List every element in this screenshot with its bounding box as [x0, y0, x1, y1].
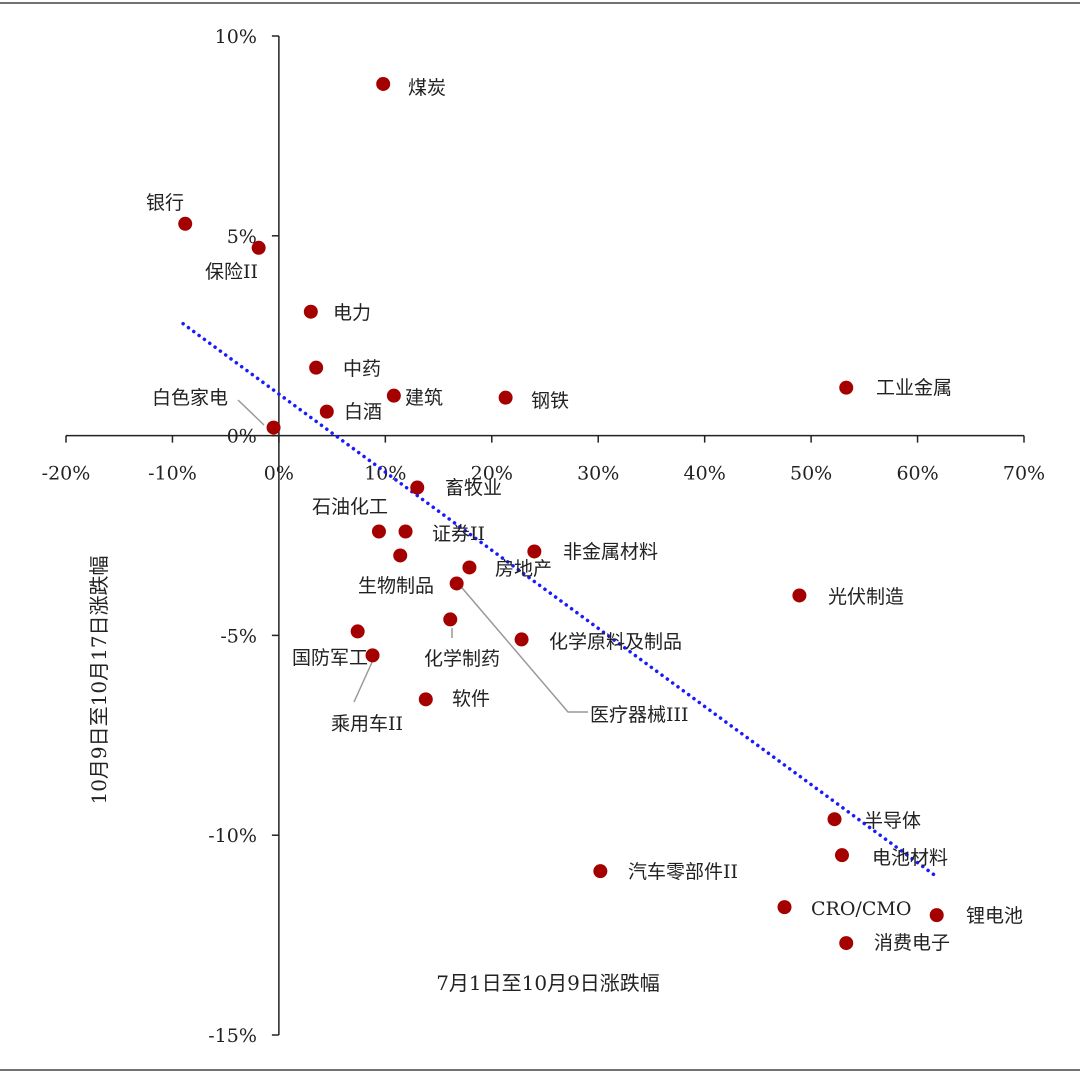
point-label: 保险II — [205, 261, 258, 283]
point-label: 证券II — [432, 523, 485, 545]
data-point — [792, 588, 807, 603]
point-label: 化学制药 — [424, 648, 500, 670]
point-label: 非金属材料 — [563, 541, 658, 563]
point-label: 白酒 — [344, 401, 382, 423]
data-point — [827, 812, 842, 827]
point-label: 光伏制造 — [828, 586, 904, 608]
point-label: 钢铁 — [531, 390, 569, 412]
point-label: 工业金属 — [876, 377, 952, 399]
x-tick-label: 50% — [790, 463, 832, 485]
point-label: 乘用车II — [331, 713, 403, 735]
point-label: 化学原料及制品 — [549, 631, 682, 653]
data-point — [929, 908, 944, 923]
x-tick-label: 0% — [264, 463, 294, 485]
data-point — [527, 544, 542, 559]
point-label: 汽车零部件II — [628, 861, 738, 883]
point-label: 白色家电 — [152, 387, 228, 409]
point-label: 石油化工 — [312, 496, 388, 518]
data-point — [593, 864, 608, 879]
y-axis-title: 10月9日至10月17日涨跌幅 — [87, 555, 111, 804]
x-tick-label: -10% — [148, 463, 197, 485]
point-label: 半导体 — [864, 810, 921, 832]
point-label: 房地产 — [495, 558, 552, 580]
point-label: 生物制品 — [358, 575, 434, 597]
x-axis-title: 7月1日至10月9日涨跌幅 — [436, 971, 660, 995]
data-point — [365, 648, 380, 663]
data-point — [303, 304, 318, 319]
data-point — [386, 388, 401, 403]
data-point — [498, 390, 513, 405]
data-point — [514, 632, 529, 647]
data-point — [398, 524, 413, 539]
data-point — [393, 548, 408, 563]
leader-line — [237, 399, 265, 426]
data-point — [376, 76, 391, 91]
data-point — [350, 624, 365, 639]
leader-line — [353, 659, 374, 703]
data-point — [462, 560, 477, 575]
data-point — [251, 240, 266, 255]
y-tick-label: -10% — [208, 825, 257, 847]
point-label: CRO/CMO — [811, 898, 911, 920]
data-point — [266, 420, 281, 435]
x-tick-label: 70% — [1003, 463, 1045, 485]
data-point — [777, 900, 792, 915]
x-tick-label: -20% — [42, 463, 91, 485]
leader-line — [456, 581, 588, 713]
data-point — [839, 380, 854, 395]
data-point — [839, 936, 854, 951]
x-tick-label: 30% — [577, 463, 619, 485]
point-label: 煤炭 — [408, 77, 446, 99]
data-point — [418, 692, 433, 707]
point-label: 中药 — [343, 358, 381, 380]
point-label: 软件 — [452, 688, 490, 710]
point-label: 电池材料 — [872, 847, 948, 869]
x-tick-label: 40% — [684, 463, 726, 485]
point-label: 医疗器械III — [590, 704, 689, 726]
y-tick-label: -5% — [220, 625, 257, 647]
data-point — [371, 524, 386, 539]
x-tick-label: 60% — [896, 463, 938, 485]
data-point — [309, 360, 324, 375]
y-tick-label: 5% — [227, 226, 257, 248]
data-point — [449, 576, 464, 591]
point-label: 建筑 — [405, 387, 443, 409]
x-tick-label: 20% — [471, 463, 513, 485]
data-point — [410, 480, 425, 495]
data-point — [443, 612, 458, 627]
point-label: 消费电子 — [874, 932, 950, 954]
data-point — [834, 848, 849, 863]
point-label: 电力 — [333, 302, 371, 324]
y-tick-label: -15% — [208, 1025, 257, 1047]
data-point — [319, 404, 334, 419]
point-label: 银行 — [146, 192, 184, 214]
point-label: 畜牧业 — [445, 477, 502, 499]
y-tick-label: 10% — [215, 26, 257, 48]
data-point — [178, 216, 193, 231]
y-tick-label: 0% — [227, 426, 257, 448]
point-label: 锂电池 — [966, 905, 1023, 927]
point-label: 国防军工 — [292, 647, 368, 669]
